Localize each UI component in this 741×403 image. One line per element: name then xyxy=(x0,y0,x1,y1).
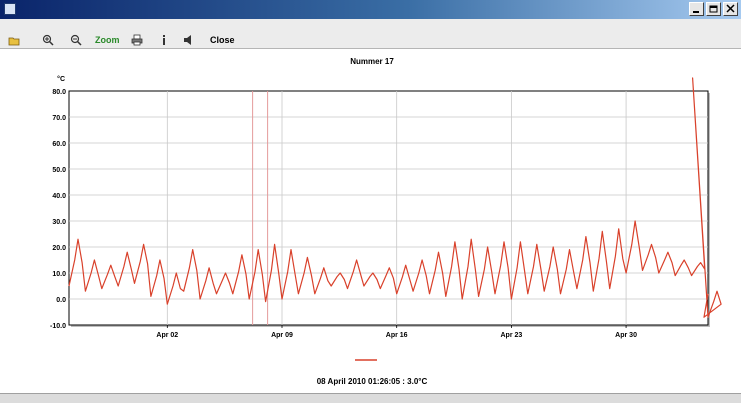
chart-panel: Nummer 17 80.0 70.0 60.0 50.0 40.0 30.0 20.0 10… xyxy=(11,50,733,392)
y-tick-label: 0.0 xyxy=(56,297,66,304)
y-tick-label: 10.0 xyxy=(52,271,66,278)
title-bar[interactable] xyxy=(0,0,741,19)
printer-icon xyxy=(131,34,143,46)
restore-icon xyxy=(709,5,718,13)
speaker-button[interactable] xyxy=(183,33,195,47)
plot-area[interactable] xyxy=(68,90,709,326)
minimize-button[interactable] xyxy=(689,2,704,16)
y-tick-label: -10.0 xyxy=(50,323,66,330)
y-tick-label: 80.0 xyxy=(52,89,66,96)
x-tick-label: Apr 30 xyxy=(615,332,637,339)
close-icon xyxy=(726,4,735,13)
print-button[interactable] xyxy=(131,33,143,47)
menu-bar xyxy=(0,19,741,32)
zoom-label: Zoom xyxy=(95,35,120,45)
y-tick-label: 60.0 xyxy=(52,141,66,148)
maximize-button[interactable] xyxy=(706,2,721,16)
zoom-out-icon xyxy=(70,34,82,46)
open-icon xyxy=(8,37,20,46)
series-line[interactable] xyxy=(68,77,722,318)
zoom-in-button[interactable] xyxy=(42,33,56,47)
window-controls xyxy=(689,2,738,16)
x-tick-label: Apr 16 xyxy=(386,332,408,339)
chart-title: Nummer 17 xyxy=(350,57,394,66)
open-button[interactable] xyxy=(8,33,20,47)
app-icon[interactable] xyxy=(4,3,16,15)
y-tick-label: 50.0 xyxy=(52,167,66,174)
speaker-icon xyxy=(184,35,191,45)
zoom-out-button[interactable] xyxy=(70,33,84,47)
toolbar: Zoom Close xyxy=(0,32,741,49)
y-tick-label: 20.0 xyxy=(52,245,66,252)
y-tick-label: 30.0 xyxy=(52,219,66,226)
y-tick-label: 40.0 xyxy=(52,193,66,200)
close-button[interactable] xyxy=(723,2,738,16)
zoom-in-icon xyxy=(42,34,54,46)
y-tick-label: 70.0 xyxy=(52,115,66,122)
y-axis-label: °C xyxy=(57,75,65,83)
cursor-readout: 08 April 2010 01:26:05 : 3.0°C xyxy=(316,377,428,386)
info-button[interactable] xyxy=(159,33,169,47)
x-tick-label: Apr 02 xyxy=(156,332,178,339)
close-chart-button[interactable]: Close xyxy=(207,33,235,47)
status-bar xyxy=(0,393,741,403)
info-icon xyxy=(163,35,165,45)
temperature-chart[interactable]: 80.0 70.0 60.0 50.0 40.0 30.0 20.0 10.0 0.0 -10.0… xyxy=(11,50,733,392)
close-label: Close xyxy=(210,35,235,45)
x-tick-label: Apr 23 xyxy=(500,332,522,339)
zoom-button[interactable]: Zoom xyxy=(92,33,120,47)
minimize-icon xyxy=(693,11,699,13)
x-tick-label: Apr 09 xyxy=(271,332,293,339)
